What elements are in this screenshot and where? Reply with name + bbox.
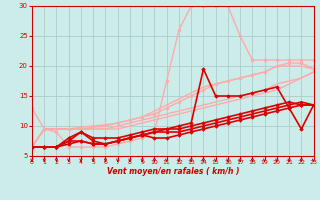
X-axis label: Vent moyen/en rafales ( km/h ): Vent moyen/en rafales ( km/h ) — [107, 167, 239, 176]
